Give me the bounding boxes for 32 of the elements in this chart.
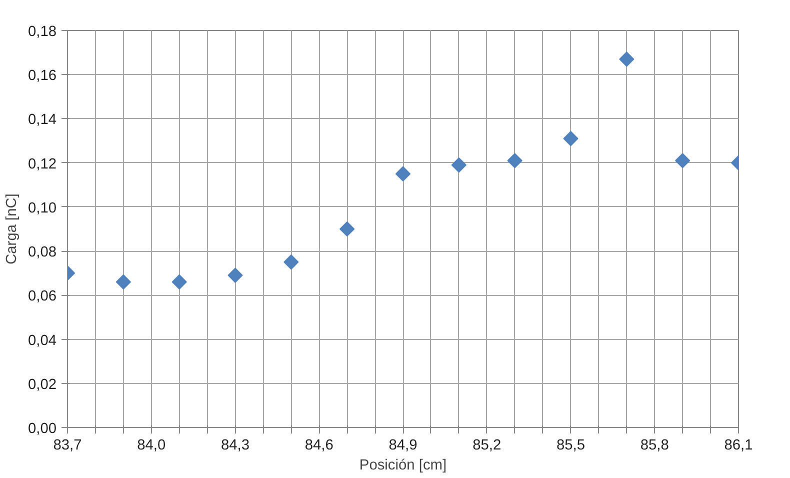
point xyxy=(395,166,411,182)
x-tick-label: 85,2 xyxy=(472,438,502,454)
y-tick-label: 0,08 xyxy=(28,244,57,261)
x-tick-label: 85,8 xyxy=(640,438,669,454)
y-tick-label: 0,12 xyxy=(28,156,57,172)
y-tick-label: 0,00 xyxy=(28,421,57,437)
point xyxy=(228,268,243,283)
x-tick-label: 84,0 xyxy=(137,438,166,454)
x-tick-label: 85,5 xyxy=(556,438,586,454)
y-tick-label: 0,14 xyxy=(28,112,57,128)
x-tick-label: 86,1 xyxy=(724,438,753,454)
point xyxy=(675,153,690,168)
x-tick-label: 83,7 xyxy=(53,438,82,454)
point xyxy=(340,221,355,237)
point xyxy=(619,52,634,67)
y-tick-label: 0,02 xyxy=(28,376,57,393)
y-tick-label: 0,18 xyxy=(28,24,57,40)
x-tick-label: 84,9 xyxy=(388,438,418,454)
point xyxy=(116,274,131,290)
point xyxy=(563,131,578,146)
x-axis-title: Posición [cm] xyxy=(359,458,447,474)
point xyxy=(172,274,187,290)
x-tick-label: 84,3 xyxy=(220,438,250,454)
point xyxy=(507,153,522,168)
y-tick-label: 0,04 xyxy=(28,332,57,349)
y-tick-label: 0,10 xyxy=(28,200,57,216)
point xyxy=(451,157,466,173)
point xyxy=(284,254,299,270)
y-axis-title: Carga [nC] xyxy=(4,194,20,264)
x-tick-label: 84,6 xyxy=(304,438,334,454)
y-tick-label: 0,16 xyxy=(28,68,57,84)
y-tick-label: 0,06 xyxy=(28,288,57,305)
